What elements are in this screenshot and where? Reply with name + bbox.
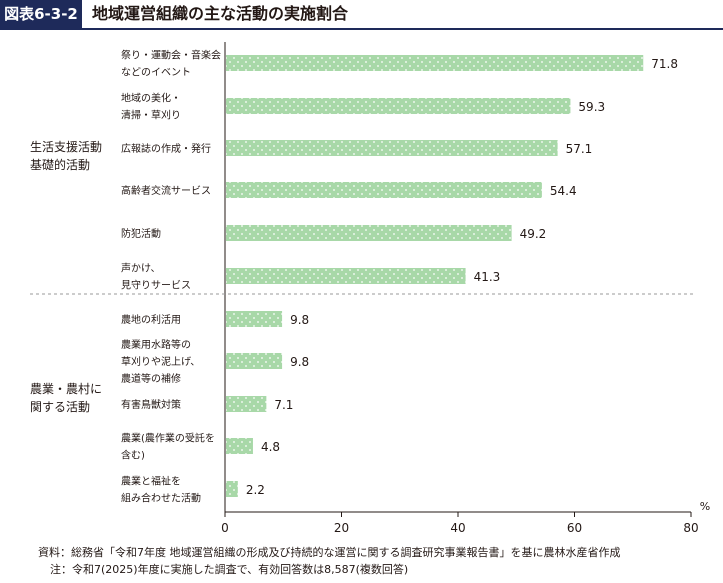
- title-bar: 図表6-3-2 地域運営組織の主な活動の実施割合: [0, 0, 723, 30]
- x-tick-label: 40: [450, 521, 465, 535]
- data-label: 59.3: [578, 100, 605, 114]
- data-label: 9.8: [290, 355, 309, 369]
- data-label: 71.8: [651, 57, 678, 71]
- data-label: 54.4: [550, 184, 577, 198]
- category-label: 祭り・運動会・音楽会: [121, 49, 221, 62]
- category-label: 農道等の補修: [121, 372, 181, 385]
- bar: [226, 311, 283, 327]
- figure-tag: 図表6-3-2: [0, 0, 82, 28]
- category-label: 草刈りや泥上げ、: [121, 355, 200, 368]
- category-label: 農業用水路等の: [121, 338, 191, 351]
- category-label: 農地の利活用: [121, 313, 181, 326]
- category-label: 地域の美化・: [121, 92, 181, 105]
- bar: [226, 98, 571, 114]
- category-label: 防犯活動: [121, 227, 161, 240]
- category-label: 広報誌の作成・発行: [121, 142, 211, 155]
- notes: 資料：総務省「令和7年度 地域運営組織の形成及び持続的な運営に関する調査研究事業…: [38, 544, 621, 578]
- data-label: 4.8: [261, 440, 280, 454]
- data-label: 7.1: [274, 398, 293, 412]
- x-tick-label: 80: [683, 521, 698, 535]
- category-label: 有害鳥獣対策: [121, 398, 181, 411]
- category-label: などのイベント: [121, 67, 191, 79]
- bar: [226, 55, 644, 71]
- group-label: 農業・農村に: [30, 382, 102, 396]
- chart-title: 地域運営組織の主な活動の実施割合: [92, 4, 349, 23]
- data-label: 41.3: [474, 270, 501, 284]
- category-label: 含む): [121, 449, 145, 462]
- bar: [226, 353, 283, 369]
- x-tick-label: 60: [567, 521, 582, 535]
- source-note: 資料：総務省「令和7年度 地域運営組織の形成及び持続的な運営に関する調査研究事業…: [38, 546, 621, 559]
- data-label: 2.2: [246, 483, 265, 497]
- category-label: 農業と福祉を: [121, 475, 181, 488]
- category-label: 声かけ、: [121, 262, 161, 275]
- x-axis-unit: %: [700, 500, 710, 513]
- bar: [226, 268, 466, 284]
- x-tick-label: 20: [334, 521, 349, 535]
- survey-note: 注：令和7(2025)年度に実施した調査で、有効回答数は8,587(複数回答): [50, 563, 409, 576]
- category-label: 組み合わせた活動: [121, 492, 201, 505]
- bar: [226, 140, 558, 156]
- bar: [226, 396, 267, 412]
- group-label: 基礎的活動: [30, 157, 90, 172]
- bar: [226, 481, 238, 497]
- bar: [226, 438, 253, 454]
- group-label: 生活支援活動: [30, 140, 102, 154]
- category-label: 農業(農作業の受託を: [121, 432, 215, 445]
- bar: [226, 182, 542, 198]
- data-label: 9.8: [290, 313, 309, 327]
- bar: [226, 225, 512, 241]
- data-label: 57.1: [566, 142, 593, 156]
- x-tick-label: 0: [221, 521, 229, 535]
- category-label: 見守りサービス: [121, 279, 191, 292]
- category-label: 清掃・草刈り: [121, 109, 181, 122]
- data-label: 49.2: [520, 227, 547, 241]
- group-label: 関する活動: [30, 400, 90, 414]
- category-label: 高齢者交流サービス: [121, 184, 211, 197]
